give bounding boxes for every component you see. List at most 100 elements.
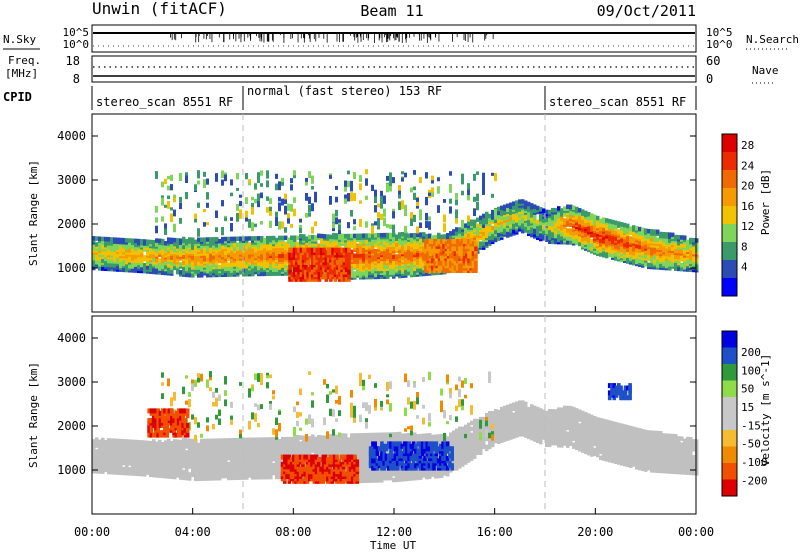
power-cell — [425, 221, 428, 228]
power-cell — [440, 255, 444, 261]
power-cell — [206, 237, 210, 242]
power-cell — [215, 260, 219, 266]
power-cell — [392, 270, 396, 275]
power-cell — [230, 236, 234, 242]
nsky-tick-bottom: 10^0 — [63, 38, 90, 51]
power-cell — [392, 260, 396, 265]
power-cell — [128, 256, 132, 261]
power-cell — [437, 186, 440, 194]
power-cell — [236, 254, 240, 259]
power-cell — [335, 217, 338, 225]
velocity-cell — [167, 378, 170, 387]
colorbar-tick-label: 28 — [741, 139, 754, 152]
power-cell — [446, 233, 450, 238]
power-cell — [365, 272, 369, 278]
power-cell — [155, 238, 159, 243]
power-cell — [266, 207, 269, 213]
power-cell — [377, 203, 380, 208]
power-cell — [266, 243, 270, 249]
power-cell — [449, 206, 452, 214]
power-cell — [569, 204, 573, 210]
power-cell — [215, 210, 218, 218]
power-cell — [374, 248, 378, 254]
power-cell — [401, 267, 405, 273]
power-cell — [342, 276, 347, 282]
power-cell — [290, 178, 293, 184]
power-cell — [668, 256, 672, 261]
power-cell — [185, 172, 188, 177]
power-cell — [353, 226, 356, 231]
velocity-cell — [176, 467, 180, 472]
power-cell — [398, 232, 402, 237]
power-cell — [164, 264, 168, 270]
power-cell — [263, 249, 267, 255]
power-cell — [491, 212, 494, 220]
power-cell — [413, 186, 416, 191]
power-cell — [272, 253, 276, 259]
power-cell — [182, 236, 186, 242]
power-cell — [551, 225, 555, 231]
power-cell — [170, 237, 174, 243]
power-cell — [266, 263, 270, 269]
power-cell — [377, 252, 381, 258]
power-cell — [272, 235, 276, 241]
power-cell — [641, 237, 645, 243]
power-cell — [359, 218, 362, 227]
power-cell — [359, 200, 362, 204]
power-cell — [347, 170, 350, 175]
power-cell — [578, 241, 582, 247]
power-cell — [527, 213, 531, 219]
power-cell — [324, 274, 329, 280]
power-cell — [482, 235, 486, 240]
power-cell — [674, 244, 678, 250]
velocity-cell — [95, 437, 99, 442]
velocity-cell — [194, 434, 197, 442]
colorbar-tick-label: 4 — [741, 261, 748, 274]
power-cell — [569, 228, 573, 233]
velocity-cell — [164, 458, 168, 463]
power-cell — [212, 237, 216, 242]
velocity-cell — [191, 438, 195, 444]
velocity-cell — [170, 444, 174, 450]
power-cell — [653, 235, 657, 240]
power-cell — [185, 175, 188, 183]
power-cell — [340, 247, 344, 253]
power-cell — [236, 172, 239, 180]
power-cell — [152, 240, 156, 245]
power-cell — [365, 178, 368, 186]
power-cell — [617, 221, 621, 226]
power-cell — [401, 239, 405, 245]
power-cell — [353, 172, 356, 180]
power-cell — [416, 203, 419, 209]
power-cell — [500, 215, 504, 221]
power-cell — [167, 176, 170, 180]
power-cell — [302, 234, 306, 239]
power-cell — [453, 260, 458, 266]
power-cell — [101, 258, 105, 263]
power-cell — [494, 212, 497, 222]
power-cell — [287, 237, 291, 243]
power-cell — [281, 235, 285, 241]
power-cell — [512, 201, 516, 206]
power-cell — [119, 237, 123, 243]
power-cell — [287, 243, 291, 248]
velocity-cell — [200, 433, 203, 438]
power-cell — [491, 193, 494, 198]
power-cell — [164, 226, 167, 235]
power-cell — [179, 270, 183, 275]
power-cell — [653, 247, 657, 252]
velocity-cell — [197, 422, 200, 428]
power-cell — [176, 238, 180, 243]
power-cell — [512, 229, 516, 234]
power-cell — [290, 235, 294, 240]
power-cell — [284, 227, 287, 233]
power-cell — [263, 243, 267, 249]
velocity-cell — [170, 397, 173, 407]
power-cell — [575, 206, 579, 212]
power-cell — [221, 244, 225, 250]
power-cell — [425, 212, 428, 221]
power-cell — [659, 231, 663, 237]
power-cell — [662, 241, 666, 247]
power-cell — [443, 199, 446, 203]
power-cell — [333, 247, 338, 253]
